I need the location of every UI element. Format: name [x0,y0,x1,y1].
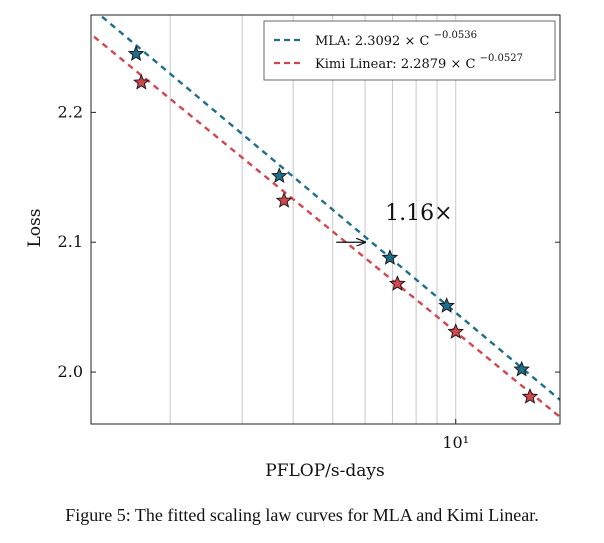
data-point-kimi-linear [447,323,464,339]
data-point-mla [271,167,288,184]
data-point-mla [438,297,455,313]
legend-label-kimi-linear: Kimi Linear: 2.2879 × C [315,57,475,72]
data-point-kimi-linear [389,275,406,291]
data-point-kimi-linear [133,73,150,90]
axis-ticks: 2.0 2.1 2.2 10¹ [58,102,560,452]
fit-line-mla [98,15,560,402]
x-tick-label: 10¹ [442,433,469,452]
legend-exponent-kimi-linear: −0.0527 [480,53,523,64]
svg-text:Kimi Linear: 2.2879 × C −0.052: Kimi Linear: 2.2879 × C −0.0527 [315,53,523,72]
y-tick-label: 2.1 [58,232,83,251]
legend-box [263,20,556,81]
data-point-kimi-linear [275,191,293,208]
legend: MLA: 2.3092 × C −0.0536 Kimi Linear: 2.2… [263,20,556,81]
fit-line-kimi-linear [91,32,560,419]
grid-lines [169,15,457,424]
fit-lines [91,15,560,419]
legend-exponent-mla: −0.0536 [434,30,477,41]
speedup-label: 1.16× [385,201,452,226]
y-tick-label: 2.0 [58,362,83,381]
legend-label-mla: MLA: 2.3092 × C [315,34,429,49]
plot-frame [90,14,561,425]
speedup-annotation: 1.16× [336,201,453,242]
data-point-mla [127,45,145,61]
data-markers [127,45,539,404]
y-axis-label: Loss [25,209,45,248]
y-tick-label: 2.2 [58,102,83,121]
data-point-mla [513,360,530,377]
svg-text:MLA: 2.3092 × C −0.0536: MLA: 2.3092 × C −0.0536 [315,30,477,49]
figure-caption: Figure 5: The fitted scaling law curves … [65,505,539,525]
data-point-kimi-linear [521,388,539,404]
x-axis-label: PFLOP/s-days [265,461,384,481]
data-point-mla [381,249,399,265]
